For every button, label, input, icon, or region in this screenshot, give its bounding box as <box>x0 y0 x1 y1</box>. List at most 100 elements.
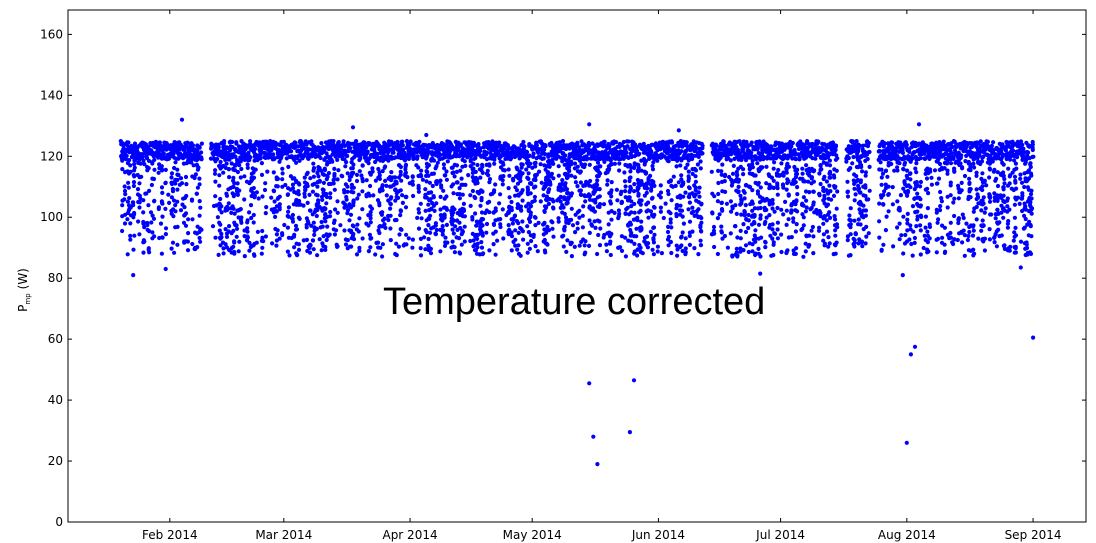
scatter-point <box>156 170 161 175</box>
scatter-point <box>683 252 688 257</box>
scatter-point <box>141 238 146 243</box>
scatter-point <box>459 242 464 247</box>
scatter-point <box>699 220 704 225</box>
scatter-point <box>443 173 448 178</box>
scatter-point <box>848 206 853 211</box>
scatter-point <box>461 201 466 206</box>
scatter-point <box>738 228 743 233</box>
scatter-point <box>441 228 446 233</box>
scatter-point <box>846 155 851 161</box>
scatter-point <box>132 233 137 238</box>
scatter-point <box>856 217 861 222</box>
scatter-point <box>322 167 328 173</box>
scatter-point <box>332 218 337 223</box>
scatter-point <box>156 205 161 210</box>
scatter-point <box>234 234 239 239</box>
scatter-point <box>770 222 775 227</box>
scatter-point <box>779 232 784 237</box>
scatter-point <box>245 235 250 240</box>
scatter-point <box>224 193 230 198</box>
scatter-point <box>628 175 633 180</box>
scatter-point <box>408 139 413 144</box>
scatter-point <box>251 175 257 180</box>
scatter-point <box>712 244 717 250</box>
scatter-point <box>867 164 872 169</box>
scatter-point <box>320 197 325 202</box>
scatter-point <box>315 184 320 189</box>
scatter-point <box>525 158 531 163</box>
scatter-point <box>460 192 465 197</box>
scatter-point <box>280 177 285 182</box>
scatter-point <box>319 168 324 173</box>
scatter-point <box>368 216 373 221</box>
scatter-point <box>639 198 644 203</box>
scatter-point <box>827 163 833 168</box>
scatter-point <box>901 214 906 219</box>
scatter-point <box>175 187 180 192</box>
scatter-point <box>380 254 385 259</box>
scatter-point <box>831 193 837 198</box>
scatter-point <box>252 253 257 258</box>
scatter-point <box>122 184 127 189</box>
scatter-point <box>126 185 131 190</box>
scatter-point <box>803 209 809 214</box>
scatter-point <box>343 164 348 169</box>
scatter-point <box>583 250 588 255</box>
scatter-point <box>433 223 438 228</box>
scatter-point <box>881 192 886 198</box>
scatter-point <box>889 161 894 167</box>
scatter-point <box>312 181 317 186</box>
scatter-point <box>280 171 285 176</box>
scatter-point <box>304 237 309 242</box>
scatter-point <box>475 241 480 246</box>
scatter-point <box>247 210 252 215</box>
scatter-point <box>260 245 265 250</box>
scatter-point <box>292 245 297 250</box>
scatter-point <box>458 168 463 173</box>
scatter-point <box>380 242 385 247</box>
scatter-point <box>593 200 598 205</box>
scatter-point <box>245 162 250 167</box>
scatter-point <box>152 234 157 239</box>
scatter-point <box>649 196 655 201</box>
scatter-point <box>185 239 190 244</box>
scatter-point <box>734 211 739 216</box>
scatter-point <box>741 167 746 172</box>
scatter-point <box>314 213 319 219</box>
scatter-point <box>215 156 220 162</box>
scatter-point <box>542 209 547 214</box>
scatter-point <box>683 190 688 195</box>
scatter-point <box>533 223 538 228</box>
scatter-point <box>738 236 743 241</box>
scatter-point <box>516 243 521 248</box>
scatter-point <box>135 187 141 192</box>
scatter-point <box>784 222 789 227</box>
scatter-point <box>895 199 900 204</box>
scatter-point <box>347 177 352 183</box>
scatter-point <box>302 175 307 180</box>
scatter-point <box>238 175 243 180</box>
scatter-point <box>245 165 250 170</box>
scatter-point <box>520 188 525 193</box>
scatter-point <box>273 214 278 219</box>
scatter-point <box>569 173 574 178</box>
scatter-point <box>756 246 761 251</box>
scatter-point <box>536 220 541 225</box>
scatter-point <box>817 225 822 230</box>
scatter-point <box>478 203 483 208</box>
scatter-point <box>389 139 394 144</box>
scatter-point <box>172 165 177 171</box>
scatter-point <box>562 224 567 229</box>
scatter-point <box>470 188 475 194</box>
scatter-point <box>480 217 486 222</box>
scatter-point <box>188 151 193 157</box>
scatter-point <box>444 207 450 212</box>
scatter-point <box>509 199 514 205</box>
scatter-point <box>290 212 295 218</box>
scatter-point <box>551 205 556 210</box>
scatter-point <box>309 223 314 228</box>
scatter-point <box>216 252 221 257</box>
scatter-point <box>569 206 574 211</box>
scatter-point <box>763 219 768 225</box>
scatter-point <box>252 146 258 152</box>
